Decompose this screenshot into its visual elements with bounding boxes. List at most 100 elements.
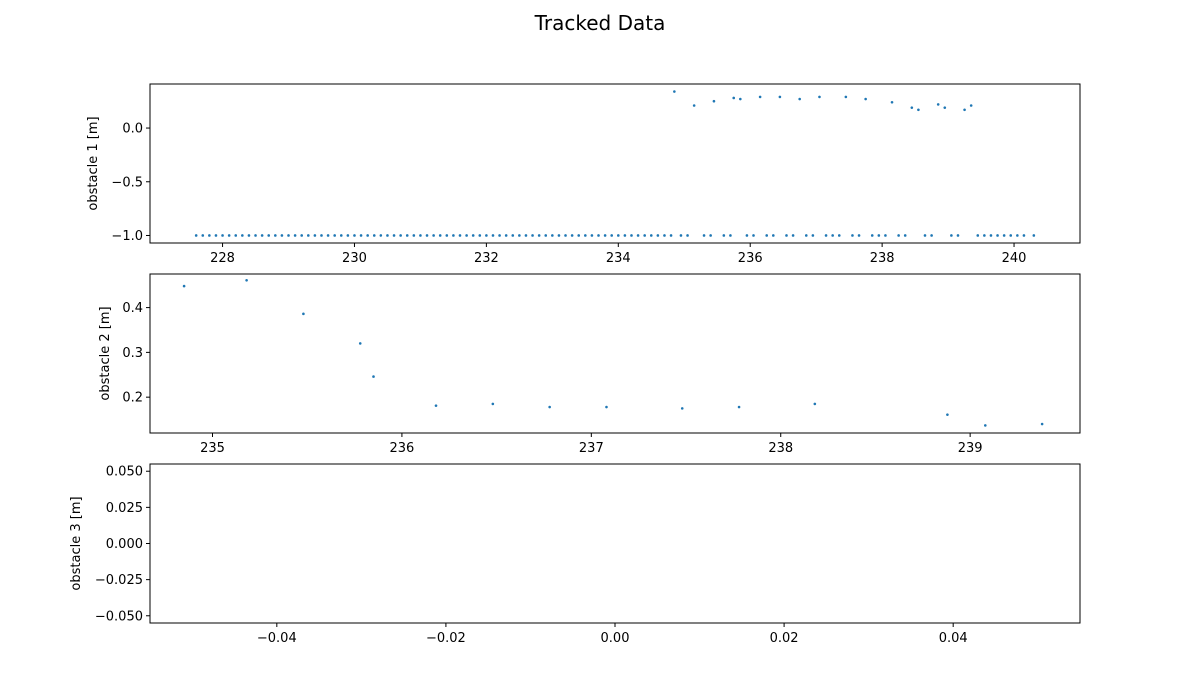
data-point	[837, 234, 841, 237]
x-tick-label: 235	[200, 441, 225, 456]
data-point	[182, 284, 186, 288]
data-point	[732, 96, 736, 100]
data-point	[511, 234, 515, 237]
data-point	[254, 234, 257, 237]
data-point	[679, 234, 683, 237]
y-axis-obstacle-3: 0.050 0.025 0.000 −0.025 −0.050	[95, 465, 150, 624]
x-tick-label: 234	[606, 251, 631, 266]
data-point	[504, 234, 508, 237]
data-point	[293, 234, 297, 237]
data-point	[300, 234, 304, 237]
x-tick-label: 228	[210, 251, 235, 266]
data-point	[405, 234, 409, 237]
y-axis-label-obstacle-2: obstacle 2 [m]	[98, 306, 113, 400]
data-point	[737, 405, 741, 409]
data-point	[864, 97, 867, 101]
data-point	[366, 234, 369, 237]
data-point	[669, 234, 673, 237]
data-point	[280, 234, 284, 237]
data-point	[811, 234, 815, 237]
data-point	[656, 234, 660, 237]
x-tick-label: 236	[390, 441, 415, 456]
axes-frame-obstacle-1	[149, 83, 1081, 244]
data-point	[844, 95, 848, 99]
data-point	[1022, 234, 1026, 237]
data-point	[399, 234, 402, 237]
x-tick-label: −0.04	[257, 631, 297, 646]
data-point	[353, 234, 356, 237]
data-point	[692, 104, 696, 107]
data-point	[778, 95, 782, 99]
x-tick-label: 0.04	[939, 631, 968, 646]
y-axis-obstacle-2: 0.2 0.3 0.4	[122, 301, 150, 406]
data-point	[524, 234, 528, 237]
x-tick-label: 232	[474, 251, 499, 266]
data-point	[610, 234, 613, 237]
x-tick-label: 0.00	[601, 631, 630, 646]
x-tick-label: 230	[342, 251, 367, 266]
data-point	[673, 90, 676, 93]
x-axis-obstacle-2: 235 236 237 238 239	[200, 433, 983, 456]
data-point	[818, 95, 821, 99]
data-point	[498, 234, 501, 237]
data-point	[950, 234, 953, 237]
data-point	[491, 402, 495, 406]
data-point	[302, 312, 305, 316]
data-point	[201, 234, 205, 237]
data-point	[729, 234, 732, 237]
data-point	[320, 234, 323, 237]
data-point	[537, 234, 541, 237]
y-tick-label: −0.025	[95, 573, 143, 588]
data-point	[346, 234, 350, 237]
data-point	[897, 234, 900, 237]
data-point	[245, 278, 248, 282]
data-point	[758, 95, 762, 99]
figure-title: Tracked Data	[534, 11, 666, 35]
data-point	[392, 234, 396, 237]
y-tick-label: 0.0	[122, 122, 143, 137]
y-tick-label: 0.2	[122, 391, 143, 406]
data-point	[1002, 234, 1006, 237]
data-point	[359, 234, 363, 237]
y-tick-label: −0.5	[111, 175, 143, 190]
data-point	[1016, 234, 1019, 237]
data-point	[241, 234, 244, 237]
data-point	[438, 234, 442, 237]
data-point	[1040, 422, 1044, 426]
data-point	[605, 405, 608, 409]
data-point	[518, 234, 521, 237]
data-point	[386, 234, 389, 237]
data-point	[372, 234, 376, 237]
data-point	[984, 424, 987, 427]
data-point	[544, 234, 548, 237]
data-point	[910, 106, 914, 109]
data-point	[548, 405, 551, 409]
data-point	[649, 234, 653, 237]
data-point	[870, 234, 874, 237]
data-point	[890, 100, 894, 104]
data-point	[946, 413, 949, 416]
data-point	[752, 234, 755, 237]
data-point	[287, 234, 290, 237]
x-tick-label: 238	[768, 441, 793, 456]
data-point	[636, 234, 640, 237]
data-point	[884, 234, 887, 237]
data-point	[557, 234, 561, 237]
data-point	[194, 234, 198, 237]
data-point	[597, 234, 600, 237]
data-point	[274, 234, 277, 237]
data-point	[831, 234, 834, 237]
data-point	[425, 234, 429, 237]
data-point	[1009, 234, 1013, 237]
data-point	[680, 407, 684, 410]
data-point	[712, 99, 716, 103]
data-point	[333, 234, 336, 237]
data-point	[643, 234, 646, 237]
scatter-points-obstacle-2	[182, 278, 1044, 427]
data-point	[857, 234, 861, 237]
y-tick-label: 0.000	[106, 537, 143, 552]
data-point	[745, 234, 749, 237]
data-point	[798, 97, 801, 101]
data-point	[260, 234, 264, 237]
subplot-obstacle-2: 235 236 237 238 239 0.2 0.3 0.4 obstacle 2 [m]	[98, 273, 1081, 456]
